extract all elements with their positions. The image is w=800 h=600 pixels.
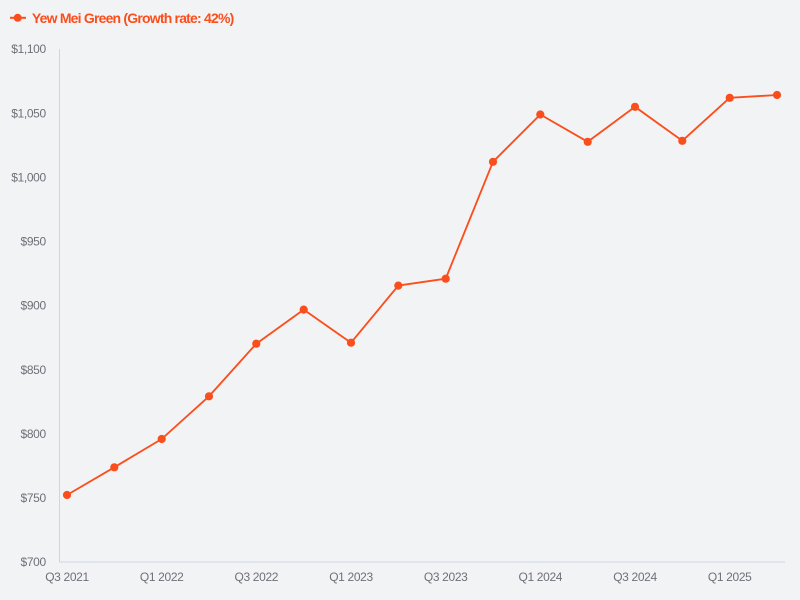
svg-text:Q3 2022: Q3 2022 [235,570,279,584]
svg-text:Q1 2023: Q1 2023 [329,570,373,584]
svg-text:$1,050: $1,050 [11,106,46,120]
svg-text:$950: $950 [21,235,47,249]
svg-text:Q3 2024: Q3 2024 [613,570,657,584]
svg-text:Q1 2025: Q1 2025 [708,570,752,584]
svg-text:Q3 2021: Q3 2021 [45,570,89,584]
svg-text:Q1 2024: Q1 2024 [519,570,563,584]
svg-text:Yew Mei Green (Growth rate: 42: Yew Mei Green (Growth rate: 42%) [32,10,234,26]
svg-text:$900: $900 [21,299,47,313]
svg-text:$850: $850 [21,363,47,377]
svg-text:$750: $750 [21,491,47,505]
svg-text:Q1 2022: Q1 2022 [140,570,184,584]
svg-text:Q3 2023: Q3 2023 [424,570,468,584]
svg-text:$700: $700 [21,555,47,569]
svg-text:$1,000: $1,000 [11,170,46,184]
svg-text:$1,100: $1,100 [11,42,46,56]
svg-text:$800: $800 [21,427,47,441]
